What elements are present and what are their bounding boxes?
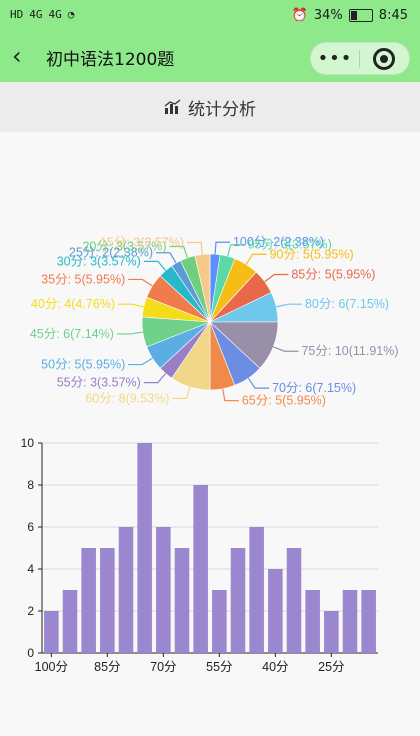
y-tick-2: 4	[27, 562, 34, 576]
bar-0	[44, 611, 59, 653]
bar-10	[230, 548, 246, 653]
pie-leader-2	[245, 253, 267, 265]
pie-leader-14	[143, 260, 167, 271]
battery-percent: 34%	[313, 8, 343, 23]
bar-13	[286, 548, 302, 653]
section-title: 统计分析	[188, 99, 256, 120]
bar-7	[174, 548, 190, 653]
bar-5	[137, 443, 152, 653]
pie-label-14: 30分: 3(3.57%)	[57, 254, 141, 268]
bar-chart: 0 2 4 6 8 10 100分 85分 70分 55分 40分 25分	[21, 436, 378, 674]
pie-leader-15	[156, 252, 177, 264]
stats-content: 100分: 2(2.38%) 95分: 3(3.57%) 90分: 5(5.95%)…	[0, 132, 420, 736]
pie-label-4: 80分: 6(7.15%)	[305, 297, 389, 311]
pie-leader-11	[116, 331, 143, 335]
pie-label-17: 15分: 3(3.57%)	[100, 236, 184, 250]
bar-3	[100, 548, 115, 653]
bar-4	[118, 527, 134, 653]
pie-leader-12	[118, 303, 144, 308]
y-tick-4: 8	[27, 478, 34, 492]
battery-icon	[348, 9, 373, 22]
bar-11	[249, 527, 264, 653]
y-tick-0: 0	[27, 646, 34, 660]
x-tick-15: 25分	[318, 660, 344, 674]
pie-leader-13	[128, 278, 153, 287]
x-tick-3: 85分	[94, 660, 120, 674]
x-tick-0: 100分	[35, 660, 68, 674]
back-chevron-icon[interactable]: ‹	[12, 42, 22, 70]
x-tick-6: 70分	[150, 660, 176, 674]
pie-label-8: 60分: 8(9.53%)	[85, 391, 169, 405]
pie-leader-7	[222, 388, 239, 402]
pie-label-15: 25分: 2(2.38%)	[69, 246, 153, 260]
nav-bar: ‹ 初中语法1200题 •••	[0, 32, 420, 82]
pie-label-10: 50分: 5(5.95%)	[41, 358, 125, 372]
status-right: ⏰ 34% 8:45	[292, 8, 408, 23]
bar-17	[361, 590, 376, 653]
bar-8	[193, 485, 208, 653]
wifi-icon: ◔	[67, 8, 75, 21]
pie-leader-10	[128, 357, 153, 366]
bar-14	[305, 590, 320, 653]
pie-label-3: 85分: 5(5.95%)	[291, 267, 375, 281]
hd-icon: HD	[10, 8, 24, 21]
pie-leader-0	[214, 241, 230, 255]
bar-1	[62, 590, 78, 653]
pie-label-16: 20分: 3(3.57%)	[82, 239, 166, 253]
bar-12	[268, 569, 283, 653]
target-icon	[373, 47, 395, 70]
close-button[interactable]	[360, 47, 408, 70]
pie-slice-17	[194, 253, 211, 323]
status-left: HD 4G 4G ◔	[10, 8, 74, 21]
bar-9	[212, 590, 227, 653]
pie-chart: 100分: 2(2.38%)95分: 3(3.57%)90分: 5(5.95%)…	[30, 235, 399, 408]
clock-time: 8:45	[378, 8, 408, 23]
x-tick-12: 40分	[262, 660, 288, 674]
signal-icon-1: 4G	[29, 8, 43, 21]
section-header: 统计分析	[0, 82, 420, 132]
pie-label-12: 40分: 4(4.76%)	[31, 297, 115, 311]
nav-title: 初中语法1200题	[46, 50, 175, 70]
pie-leader-17	[187, 241, 203, 255]
bar-16	[342, 590, 358, 653]
pie-leader-1	[227, 244, 245, 257]
pie-label-11: 45分: 6(7.14%)	[30, 327, 114, 341]
pie-label-7: 65分: 5(5.95%)	[242, 394, 326, 408]
y-tick-1: 2	[27, 604, 34, 618]
signal-icon-2: 4G	[48, 8, 62, 21]
pie-label-13: 35分: 5(5.95%)	[41, 272, 125, 286]
pie-label-1: 95分: 3(3.57%)	[248, 238, 332, 252]
pie-leader-5	[273, 346, 299, 352]
pie-leader-3	[264, 273, 289, 283]
x-tick-9: 55分	[206, 660, 232, 674]
pie-label-5: 75分: 10(11.91%)	[301, 344, 398, 358]
pie-leader-8	[172, 386, 191, 400]
pie-leader-16	[169, 245, 189, 259]
pie-label-0: 100分: 2(2.38%)	[233, 235, 324, 249]
bar-15	[324, 611, 339, 653]
more-dots-icon[interactable]: •••	[317, 48, 353, 69]
pie-leader-4	[276, 303, 302, 308]
pie-label-6: 70分: 6(7.15%)	[272, 381, 356, 395]
pie-label-2: 90分: 5(5.95%)	[270, 247, 354, 261]
y-tick-3: 6	[27, 520, 34, 534]
y-tick-5: 10	[21, 436, 35, 450]
capsule-divider	[359, 49, 360, 68]
pie-leader-6	[247, 377, 270, 389]
alarm-icon: ⏰	[291, 8, 308, 23]
status-bar: HD 4G 4G ◔ ⏰ 34% 8:45	[0, 0, 420, 32]
pie-label-9: 55分: 3(3.57%)	[57, 376, 141, 390]
mini-program-capsule: •••	[310, 42, 410, 75]
bar-2	[81, 548, 96, 653]
bar-chart-icon	[164, 99, 181, 114]
bar-6	[156, 527, 171, 653]
pie-leader-9	[143, 373, 167, 384]
